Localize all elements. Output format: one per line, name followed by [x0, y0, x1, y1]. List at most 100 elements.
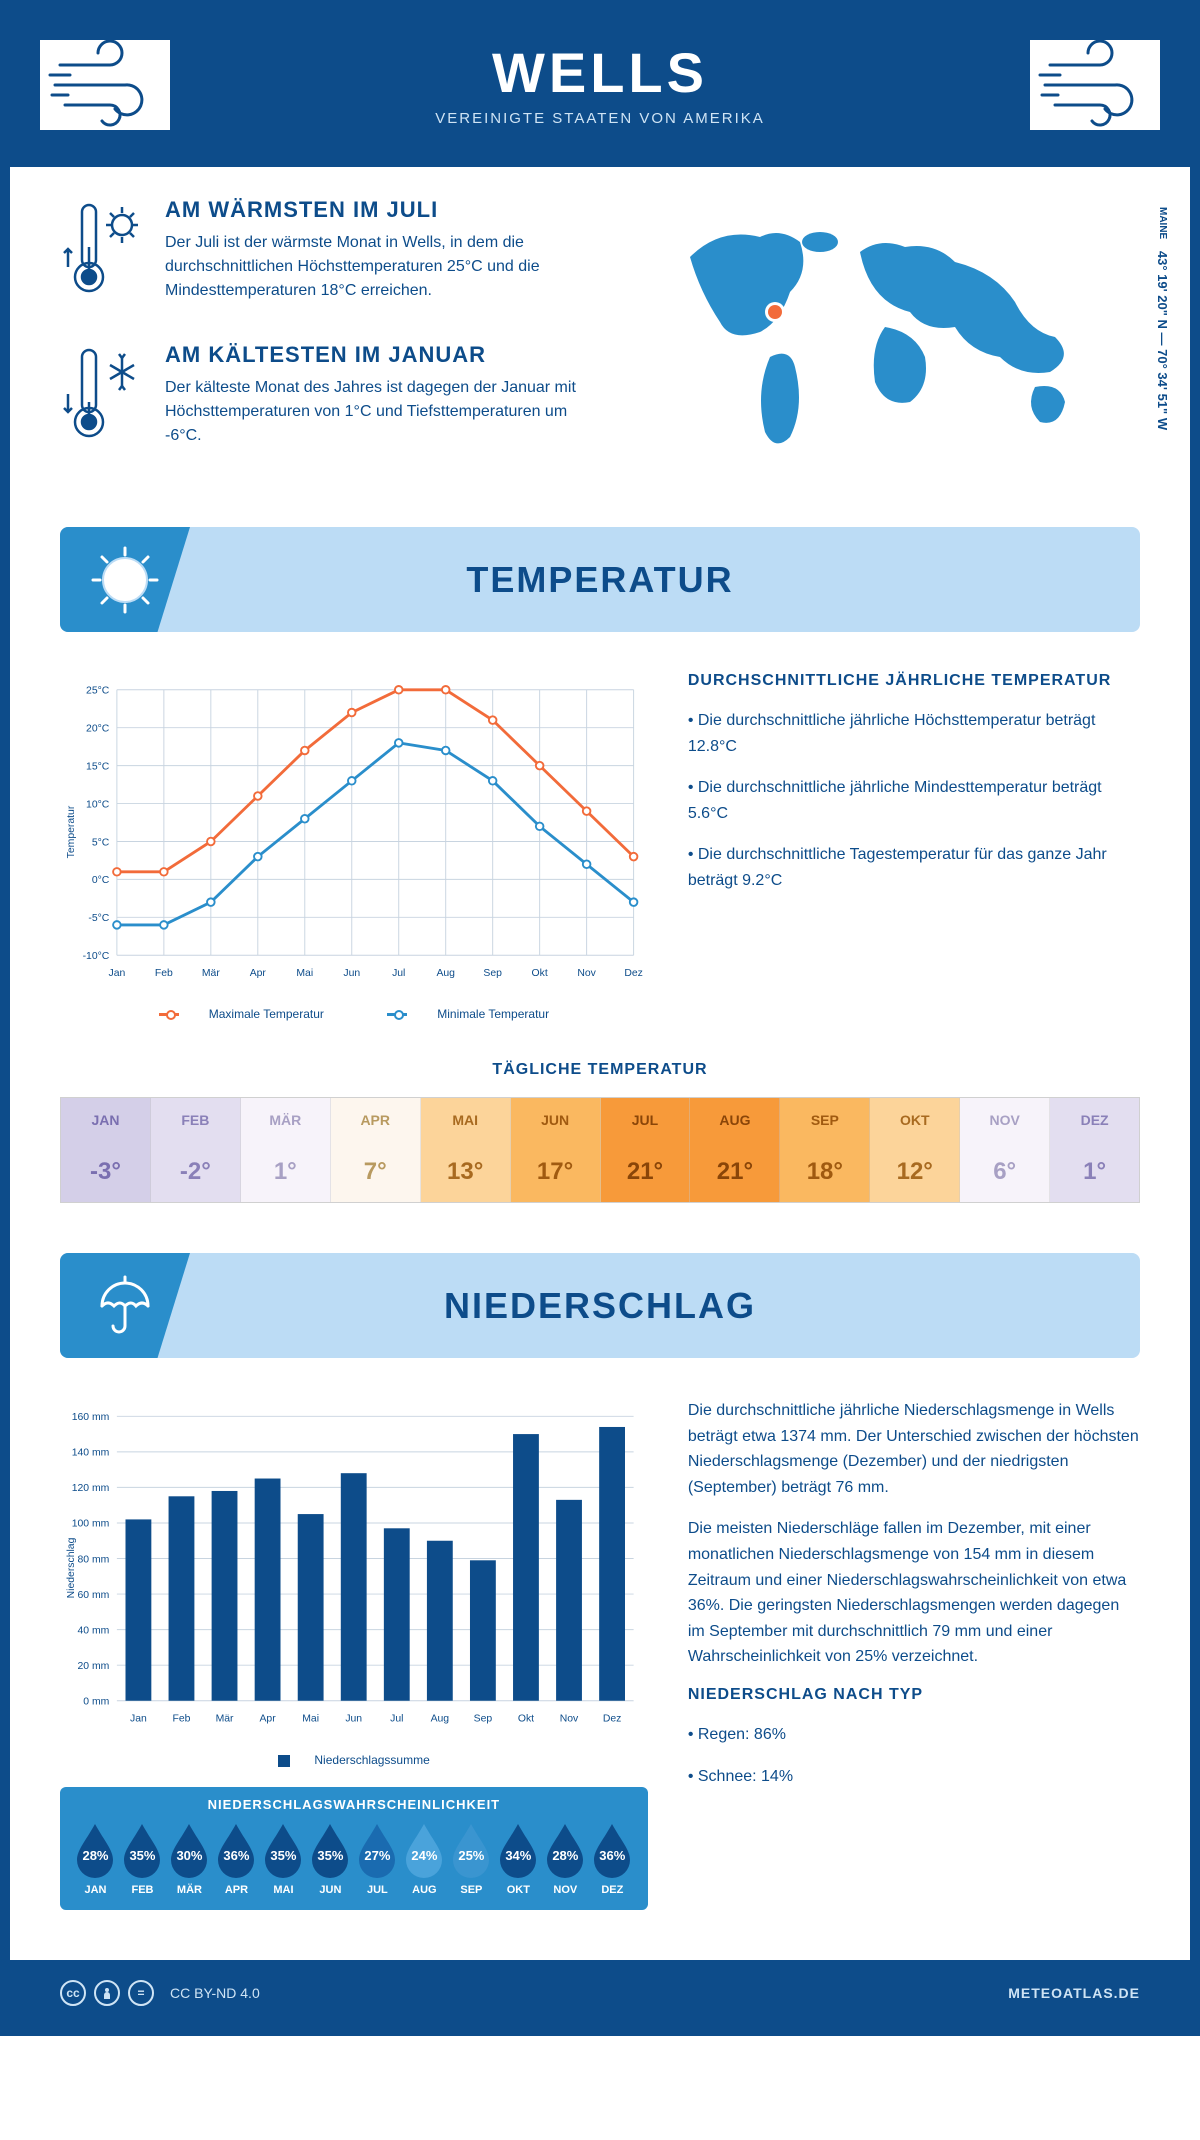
- precip-type-title: NIEDERSCHLAG NACH TYP: [688, 1686, 1140, 1704]
- heat-cell: NOV6°: [960, 1098, 1050, 1202]
- page-title: WELLS: [30, 40, 1170, 105]
- sun-icon: [60, 527, 190, 632]
- heat-cell: FEB-2°: [151, 1098, 241, 1202]
- fact-cold-title: AM KÄLTESTEN IM JANUAR: [165, 342, 580, 368]
- probability-drop: 30%MÄR: [166, 1822, 213, 1896]
- fact-cold-text: Der kälteste Monat des Jahres ist dagege…: [165, 376, 580, 448]
- header: WELLS VEREINIGTE STAATEN VON AMERIKA: [10, 10, 1190, 167]
- by-icon: [94, 1980, 120, 2006]
- svg-text:Niederschlag: Niederschlag: [66, 1537, 77, 1598]
- svg-text:20°C: 20°C: [86, 724, 110, 735]
- cc-icon: cc: [60, 1980, 86, 2006]
- heat-cell: MÄR1°: [241, 1098, 331, 1202]
- chart-legend: Maximale Temperatur Minimale Temperatur: [60, 1007, 648, 1021]
- thermometer-snow-icon: [60, 342, 150, 457]
- heat-cell: DEZ1°: [1050, 1098, 1139, 1202]
- svg-text:120 mm: 120 mm: [72, 1483, 110, 1494]
- probability-drop: 24%AUG: [401, 1822, 448, 1896]
- probability-drop: 36%DEZ: [589, 1822, 636, 1896]
- svg-text:Mär: Mär: [216, 1714, 234, 1725]
- svg-text:Dez: Dez: [603, 1714, 622, 1725]
- svg-text:Jun: Jun: [343, 968, 360, 979]
- heat-cell: SEP18°: [780, 1098, 870, 1202]
- probability-drop: 25%SEP: [448, 1822, 495, 1896]
- svg-text:Aug: Aug: [436, 968, 455, 979]
- world-map-icon: [620, 197, 1140, 457]
- svg-text:40 mm: 40 mm: [77, 1625, 109, 1636]
- svg-text:Sep: Sep: [483, 968, 502, 979]
- precip-type-bullet: • Regen: 86%: [688, 1722, 1140, 1748]
- svg-text:Mär: Mär: [202, 968, 220, 979]
- svg-text:Apr: Apr: [259, 1714, 276, 1725]
- heat-cell: AUG21°: [690, 1098, 780, 1202]
- wind-icon: [40, 40, 170, 130]
- daily-temp-heatmap: JAN-3°FEB-2°MÄR1°APR7°MAI13°JUN17°JUL21°…: [60, 1097, 1140, 1203]
- temp-bullet: • Die durchschnittliche jährliche Mindes…: [688, 775, 1140, 826]
- probability-panel: NIEDERSCHLAGSWAHRSCHEINLICHKEIT 28%JAN35…: [60, 1787, 648, 1910]
- temp-bullet: • Die durchschnittliche Tagestemperatur …: [688, 842, 1140, 893]
- temp-bullet: • Die durchschnittliche jährliche Höchst…: [688, 708, 1140, 759]
- fact-coldest: AM KÄLTESTEN IM JANUAR Der kälteste Mona…: [60, 342, 580, 457]
- svg-text:Okt: Okt: [532, 968, 548, 979]
- svg-text:0°C: 0°C: [92, 875, 110, 886]
- svg-text:Aug: Aug: [431, 1714, 450, 1725]
- footer: cc = CC BY-ND 4.0 METEOATLAS.DE: [10, 1960, 1190, 2026]
- svg-text:5°C: 5°C: [92, 837, 110, 848]
- svg-text:Jul: Jul: [392, 968, 405, 979]
- precip-type-bullet: • Schnee: 14%: [688, 1764, 1140, 1790]
- probability-drop: 34%OKT: [495, 1822, 542, 1896]
- probability-drop: 35%FEB: [119, 1822, 166, 1896]
- heat-cell: OKT12°: [870, 1098, 960, 1202]
- nd-icon: =: [128, 1980, 154, 2006]
- svg-text:80 mm: 80 mm: [77, 1554, 109, 1565]
- svg-text:Okt: Okt: [518, 1714, 534, 1725]
- wind-icon: [1030, 40, 1160, 130]
- chart-legend: Niederschlagssumme: [60, 1753, 648, 1767]
- heat-cell: JUL21°: [601, 1098, 691, 1202]
- temperature-line-chart: -10°C-5°C0°C5°C10°C15°C20°C25°CJanFebMär…: [60, 672, 648, 992]
- svg-text:Jun: Jun: [345, 1714, 362, 1725]
- svg-text:Jan: Jan: [108, 968, 125, 979]
- heat-cell: MAI13°: [421, 1098, 511, 1202]
- heat-cell: JUN17°: [511, 1098, 601, 1202]
- svg-text:Mai: Mai: [296, 968, 313, 979]
- svg-text:Feb: Feb: [173, 1714, 191, 1725]
- section-title: TEMPERATUR: [190, 559, 1010, 601]
- svg-text:Nov: Nov: [560, 1714, 579, 1725]
- section-title: NIEDERSCHLAG: [190, 1285, 1010, 1327]
- probability-drop: 35%MAI: [260, 1822, 307, 1896]
- coordinates: MAINE 43° 19' 20" N — 70° 34' 51" W: [1155, 207, 1170, 430]
- fact-warm-text: Der Juli ist der wärmste Monat in Wells,…: [165, 231, 580, 303]
- probability-drop: 28%JAN: [72, 1822, 119, 1896]
- svg-text:-10°C: -10°C: [83, 951, 110, 962]
- probability-drop: 36%APR: [213, 1822, 260, 1896]
- daily-temp-title: TÄGLICHE TEMPERATUR: [60, 1061, 1140, 1079]
- fact-warmest: AM WÄRMSTEN IM JULI Der Juli ist der wär…: [60, 197, 580, 312]
- svg-text:160 mm: 160 mm: [72, 1412, 110, 1423]
- svg-text:Sep: Sep: [474, 1714, 493, 1725]
- thermometer-sun-icon: [60, 197, 150, 312]
- svg-text:20 mm: 20 mm: [77, 1661, 109, 1672]
- svg-text:15°C: 15°C: [86, 761, 110, 772]
- svg-text:Apr: Apr: [250, 968, 267, 979]
- probability-drop: 35%JUN: [307, 1822, 354, 1896]
- svg-text:Temperatur: Temperatur: [66, 805, 77, 858]
- svg-text:140 mm: 140 mm: [72, 1448, 110, 1459]
- site-name: METEOATLAS.DE: [1008, 1985, 1140, 2001]
- svg-text:Nov: Nov: [577, 968, 596, 979]
- page-subtitle: VEREINIGTE STAATEN VON AMERIKA: [30, 110, 1170, 127]
- license-text: CC BY-ND 4.0: [170, 1985, 260, 2001]
- svg-text:Jul: Jul: [390, 1714, 403, 1725]
- umbrella-icon: [60, 1253, 190, 1358]
- fact-warm-title: AM WÄRMSTEN IM JULI: [165, 197, 580, 223]
- svg-text:0 mm: 0 mm: [83, 1697, 109, 1708]
- svg-text:Dez: Dez: [624, 968, 643, 979]
- section-header-precipitation: NIEDERSCHLAG: [60, 1253, 1140, 1358]
- precip-text: Die meisten Niederschläge fallen im Deze…: [688, 1516, 1140, 1670]
- svg-text:Feb: Feb: [155, 968, 173, 979]
- svg-text:60 mm: 60 mm: [77, 1590, 109, 1601]
- svg-text:Jan: Jan: [130, 1714, 147, 1725]
- svg-text:-5°C: -5°C: [88, 913, 109, 924]
- probability-drop: 28%NOV: [542, 1822, 589, 1896]
- probability-drop: 27%JUL: [354, 1822, 401, 1896]
